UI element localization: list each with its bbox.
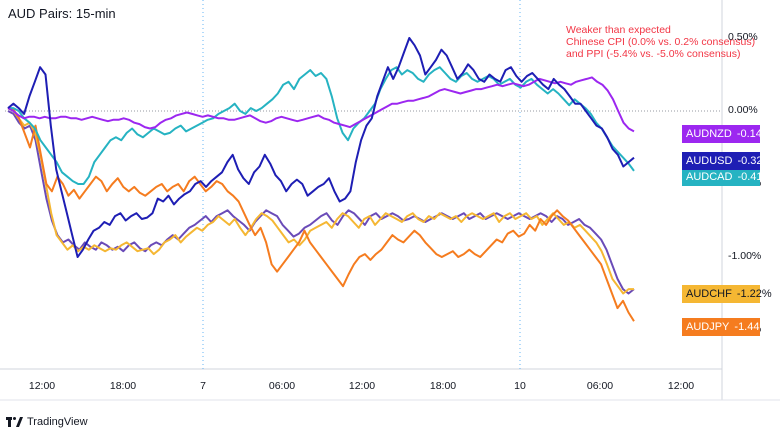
chart-grid [0,0,780,401]
last-value-badge-audcad: AUDCAD -0.41% [682,168,772,186]
series-line-audjpy [7,107,635,322]
badge-value: -0.32% [737,155,773,167]
x-tick-label: 12:00 [667,380,695,392]
badge-value: -0.41% [737,171,773,183]
series-line-audchf [7,107,634,295]
x-tick-label: 18:00 [429,380,457,392]
badge-symbol: AUDCAD [686,171,733,183]
last-value-badge-audusd: AUDUSD -0.32% [682,152,772,170]
last-value-badge-audjpy: AUDJPY -1.44% [682,318,769,336]
x-tick-label: 18:00 [109,380,137,392]
chart-title: AUD Pairs: 15-min [8,6,116,21]
chart-series-lines [7,37,635,322]
badge-value: -1.44% [734,321,770,333]
badge-value: -0.14% [736,128,772,140]
tradingview-logo: TradingView [6,416,88,428]
badge-symbol: AUDCHF [686,288,732,300]
annotation-line-2: Chinese CPI (0.0% vs. 0.2% consensus) [566,36,756,48]
tradingview-logo-text: TradingView [27,416,88,428]
last-value-badge-audchf: AUDCHF -1.22% [682,285,772,303]
y-tick-label: 0.50% [728,31,758,43]
series-line-audcad [8,66,635,185]
badge-symbol: AUDJPY [686,321,730,333]
x-tick-label: 12:00 [348,380,376,392]
badge-value: -1.22% [736,288,772,300]
series-line-audnzd [7,76,635,133]
x-tick-label: 12:00 [28,380,56,392]
series-line-audusd [7,37,635,258]
badge-symbol: AUDUSD [686,155,733,167]
last-value-badge-audnzd: AUDNZD -0.14% [682,125,772,143]
badge-symbol: AUDNZD [686,128,732,140]
event-annotation: Weaker than expected Chinese CPI (0.0% v… [566,24,755,60]
annotation-line-3: and PPI (-5.4% vs. -5.0% consensus) [566,48,741,60]
x-tick-label: 7 [200,380,206,392]
y-tick-label: 0.00% [728,104,758,116]
tradingview-logo-icon [6,417,23,427]
x-tick-label: 10 [514,380,526,392]
y-tick-label: -1.00% [728,250,762,262]
annotation-line-1: Weaker than expected [566,24,671,36]
series-line-audjpy-secondary [7,110,635,295]
x-tick-label: 06:00 [586,380,614,392]
x-tick-label: 06:00 [268,380,296,392]
